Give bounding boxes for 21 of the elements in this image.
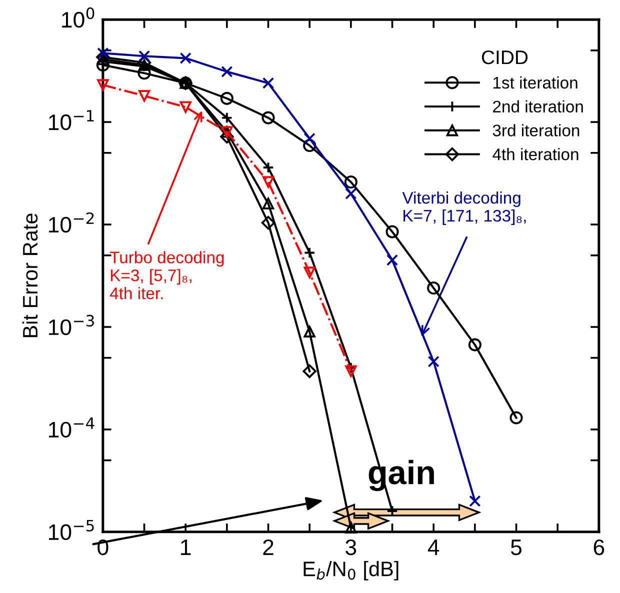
- legend-title: CIDD: [482, 50, 528, 64]
- annotation: Turbo decoding K=3, [5,7]₈, 4th iter.: [110, 251, 224, 300]
- x-tick-label: 1: [181, 540, 191, 555]
- x-tick-label: 3: [346, 539, 356, 556]
- legend-label: 1st iteration: [493, 76, 578, 89]
- legend-label: 3rd iteration: [492, 124, 580, 136]
- x-tick-label: 2: [263, 539, 274, 555]
- y-tick-label: 10$^{−2}$: [49, 212, 94, 233]
- y-tick-label: 10$^{−1}$: [49, 110, 94, 130]
- y-tick-label: 10$^{−5}$: [49, 520, 94, 540]
- y-axis-title: Bit Error Rate: [22, 214, 38, 338]
- x-tick-label: 6: [594, 539, 604, 556]
- annotation: Viterbi decoding K=7, [171, 133]₈,: [402, 191, 526, 225]
- x-tick-label: 5: [510, 540, 522, 556]
- x-axis-title: E$_{b}$/N$_{0}$ [dB]: [304, 560, 398, 580]
- y-tick-label: 10$^{−3}$: [49, 314, 94, 336]
- y-tick-label: 10$^{−4}$: [49, 418, 94, 438]
- legend-label: 2nd iteration: [493, 100, 583, 113]
- y-tick-label: 10$^{0}$: [62, 7, 94, 28]
- legend-label: 4th iteration: [492, 148, 578, 160]
- x-tick-label: 4: [428, 540, 440, 555]
